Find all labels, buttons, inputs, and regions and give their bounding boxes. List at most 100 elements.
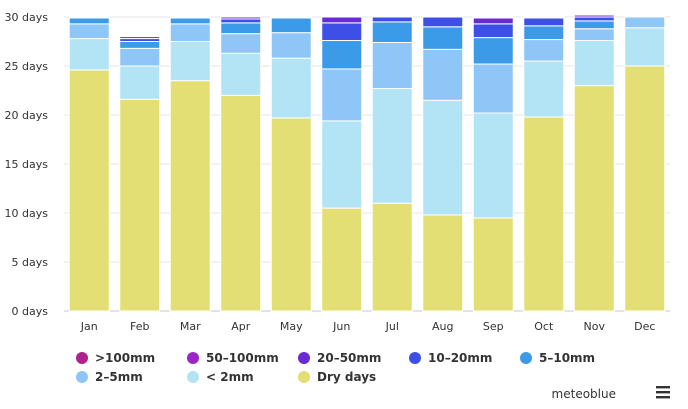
bar-segment[interactable] [68, 69, 110, 312]
bar-segment[interactable] [573, 16, 615, 22]
bar-segment[interactable] [119, 41, 161, 49]
legend-swatch [187, 352, 199, 364]
bar-segment[interactable] [220, 22, 262, 35]
legend-item[interactable]: Dry days [298, 370, 376, 384]
bar-segment[interactable] [270, 117, 312, 312]
legend-swatch [298, 352, 310, 364]
bar-segment[interactable] [472, 112, 514, 219]
legend-item[interactable]: < 2mm [187, 370, 254, 384]
grid-lines [64, 16, 670, 312]
bar-segment[interactable] [68, 38, 110, 71]
bar-segment[interactable] [220, 18, 262, 24]
stacked-bars [68, 14, 666, 312]
bar-segment[interactable] [422, 214, 464, 312]
bar-segment[interactable] [371, 41, 413, 90]
bar-segment[interactable] [422, 26, 464, 50]
bar-segment[interactable] [169, 41, 211, 82]
bar-segment[interactable] [321, 207, 363, 312]
legend-item[interactable]: >100mm [76, 351, 155, 365]
y-tick-label: 0 days [12, 305, 49, 318]
bar-segment[interactable] [321, 68, 363, 122]
bar-segment[interactable] [573, 85, 615, 312]
bar-segment[interactable] [270, 57, 312, 119]
legend-label: 50–100mm [206, 351, 279, 365]
x-tick-label: May [280, 320, 303, 333]
bar-segment[interactable] [270, 17, 312, 34]
bar-segment[interactable] [523, 39, 565, 62]
bar-segment[interactable] [422, 99, 464, 216]
bar-segment[interactable] [472, 63, 514, 114]
bar-segment[interactable] [472, 16, 514, 19]
x-tick-label: Apr [231, 320, 251, 333]
bar-segment[interactable] [68, 23, 110, 40]
bar-segment[interactable] [472, 37, 514, 65]
bar-segment[interactable] [169, 17, 211, 25]
bar-segment[interactable] [169, 16, 211, 19]
bar-segment[interactable] [523, 16, 565, 19]
x-tick-label: Aug [432, 320, 453, 333]
hamburger-menu-icon[interactable] [655, 384, 671, 400]
x-tick-label: Jul [385, 320, 399, 333]
bar-segment[interactable] [371, 202, 413, 312]
bar-segment[interactable] [472, 217, 514, 312]
bar-segment[interactable] [573, 28, 615, 42]
bar-segment[interactable] [422, 16, 464, 28]
legend-swatch [298, 371, 310, 383]
bar-segment[interactable] [523, 60, 565, 118]
bar-segment[interactable] [220, 16, 262, 20]
legend-swatch [76, 371, 88, 383]
legend-label: 20–50mm [317, 351, 381, 365]
bar-segment[interactable] [220, 33, 262, 54]
bar-segment[interactable] [169, 80, 211, 312]
y-tick-label: 5 days [12, 256, 49, 269]
y-tick-label: 20 days [5, 109, 49, 122]
bar-segment[interactable] [573, 20, 615, 30]
bar-segment[interactable] [119, 98, 161, 312]
bar-segment[interactable] [422, 48, 464, 101]
bar-segment[interactable] [321, 120, 363, 209]
meteoblue-credit[interactable]: meteoblue [552, 387, 616, 401]
legend-item[interactable]: 2–5mm [76, 370, 143, 384]
bar-segment[interactable] [321, 22, 363, 42]
legend-swatch [409, 352, 421, 364]
bar-segment[interactable] [119, 47, 161, 67]
legend-label: 2–5mm [95, 370, 143, 384]
bar-segment[interactable] [523, 17, 565, 27]
x-tick-label: Nov [584, 320, 606, 333]
bar-segment[interactable] [119, 65, 161, 100]
bar-segment[interactable] [169, 23, 211, 42]
bar-segment[interactable] [573, 40, 615, 87]
x-tick-label: Sep [483, 320, 504, 333]
bar-segment[interactable] [220, 94, 262, 312]
bar-segment[interactable] [573, 14, 615, 18]
bar-segment[interactable] [270, 32, 312, 59]
bar-segment[interactable] [624, 16, 666, 29]
bar-segment[interactable] [68, 16, 110, 19]
y-axis-ticks: 0 days 5 days 10 days 15 days 20 days 25 days… [5, 11, 49, 318]
legend-label: Dry days [317, 370, 376, 384]
bar-segment[interactable] [624, 27, 666, 67]
bar-segment[interactable] [371, 88, 413, 204]
bar-segment[interactable] [523, 116, 565, 312]
bar-segment[interactable] [523, 25, 565, 41]
bar-segment[interactable] [68, 17, 110, 25]
legend: >100mm 50–100mm 20–50mm 10–20mm 5–10mm 2–5mm <… [76, 351, 595, 384]
bar-segment[interactable] [321, 16, 363, 24]
bar-segment[interactable] [472, 23, 514, 39]
bar-segment[interactable] [371, 16, 413, 23]
legend-item[interactable]: 20–50mm [298, 351, 381, 365]
legend-item[interactable]: 50–100mm [187, 351, 279, 365]
x-tick-label: Feb [130, 320, 149, 333]
x-tick-label: Jun [332, 320, 350, 333]
bar-segment[interactable] [472, 17, 514, 25]
y-tick-label: 30 days [5, 11, 49, 24]
bar-segment[interactable] [321, 40, 363, 70]
legend-item[interactable]: 5–10mm [520, 351, 595, 365]
bar-segment[interactable] [220, 52, 262, 96]
legend-item[interactable]: 10–20mm [409, 351, 492, 365]
bar-segment[interactable] [119, 36, 161, 40]
bar-segment[interactable] [371, 21, 413, 43]
bar-segment[interactable] [270, 16, 312, 19]
bar-segment[interactable] [624, 65, 666, 312]
